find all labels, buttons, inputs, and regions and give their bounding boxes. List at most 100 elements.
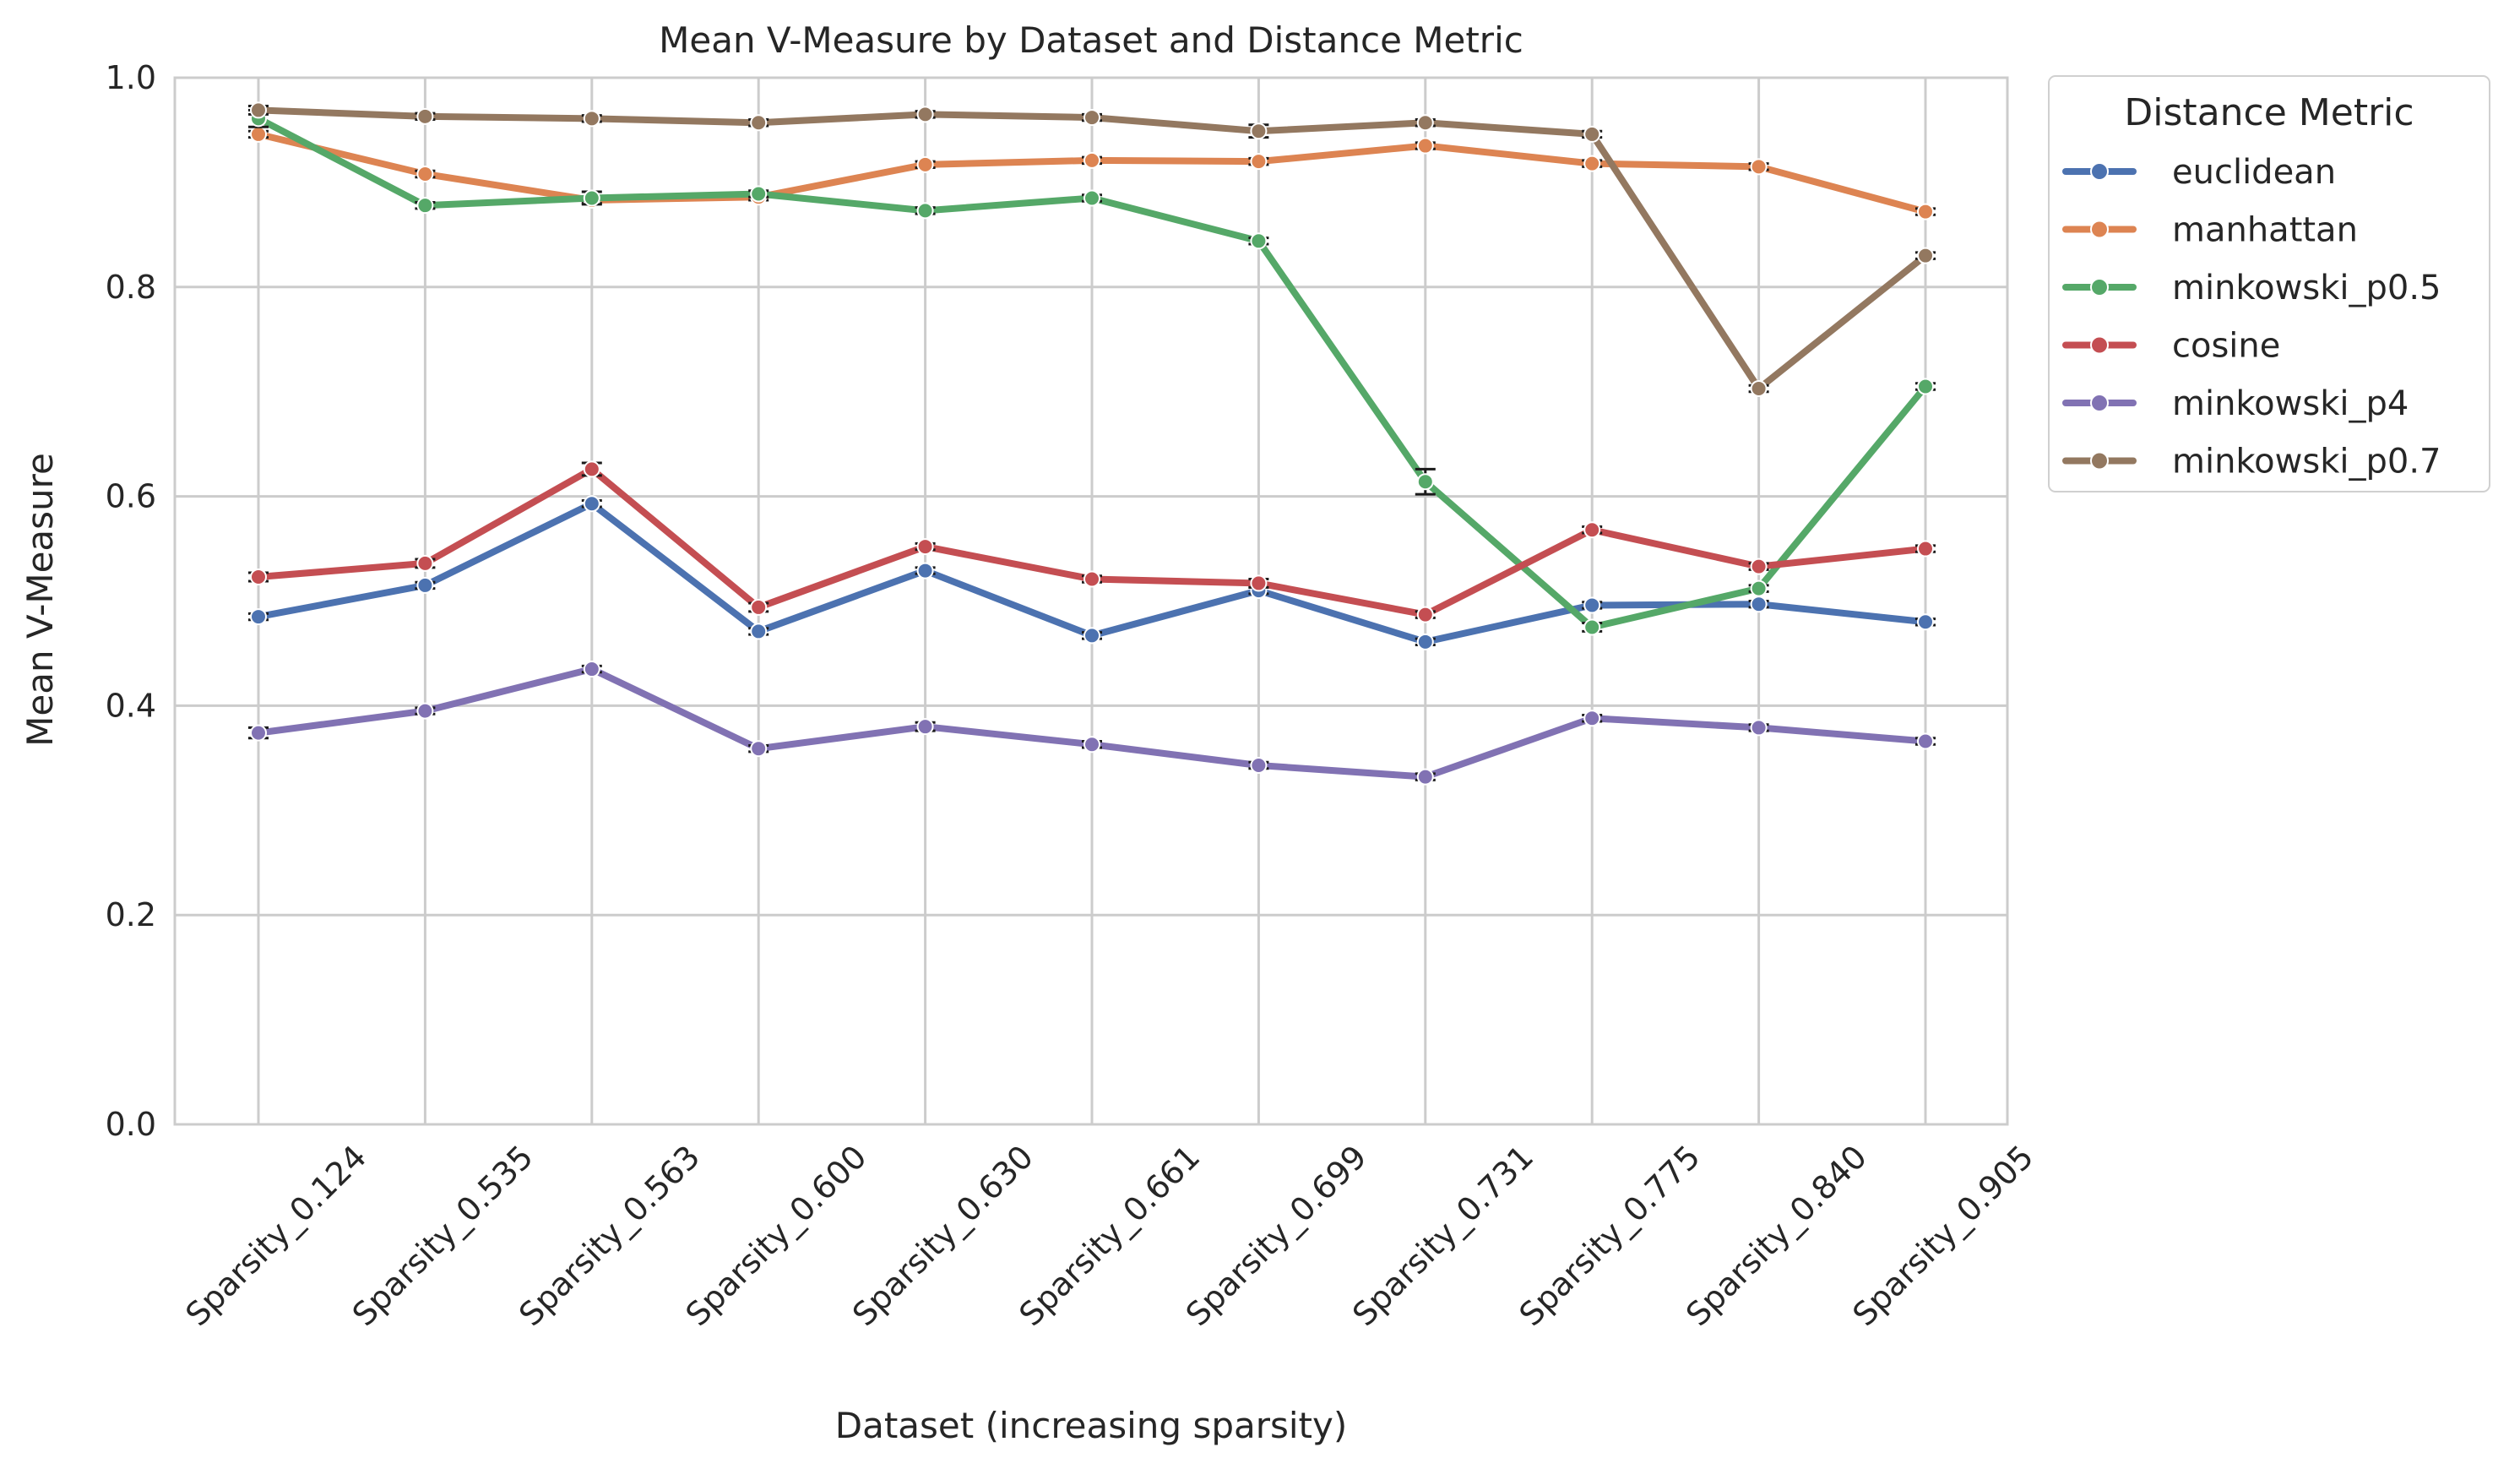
- y-tick-label: 0.4: [106, 687, 156, 724]
- data-point: [1083, 151, 1100, 169]
- legend-item: cosine: [2062, 327, 2280, 366]
- data-point: [1416, 606, 1434, 623]
- data-point: [1416, 633, 1434, 650]
- y-tick-label: 0.2: [106, 896, 156, 933]
- data-point: [416, 554, 434, 572]
- legend-label: minkowski_p4: [2172, 384, 2409, 423]
- data-point: [250, 101, 267, 119]
- y-axis-label: Mean V-Measure: [19, 453, 61, 747]
- data-point: [750, 185, 768, 203]
- data-point: [1083, 189, 1100, 207]
- data-point: [1750, 719, 1768, 737]
- plot-frame: [173, 76, 2009, 1126]
- y-tick-label: 0.0: [106, 1106, 156, 1143]
- data-point: [750, 114, 768, 132]
- data-point: [916, 202, 934, 220]
- legend-item: euclidean: [2062, 153, 2336, 192]
- data-point: [1083, 736, 1100, 754]
- x-axis-label: Dataset (increasing sparsity): [835, 1405, 1348, 1446]
- legend-marker: [2090, 220, 2109, 239]
- series-minkowski_p0.5: [248, 108, 1936, 636]
- data-point: [1917, 613, 1934, 631]
- chart-title: Mean V-Measure by Dataset and Distance M…: [659, 19, 1523, 61]
- data-point: [1250, 122, 1268, 140]
- legend: Distance Metric euclidean manhattan minkow…: [2048, 75, 2490, 492]
- data-point: [583, 661, 600, 678]
- data-point: [1250, 757, 1268, 775]
- legend-label: cosine: [2172, 327, 2280, 366]
- data-point: [416, 107, 434, 125]
- legend-marker: [2090, 451, 2109, 471]
- y-tick-label: 0.8: [106, 269, 156, 306]
- data-point: [1583, 155, 1601, 172]
- data-point: [1083, 627, 1100, 645]
- data-point: [1750, 158, 1768, 176]
- data-point: [1750, 379, 1768, 397]
- data-point: [250, 608, 267, 626]
- data-point: [1583, 710, 1601, 727]
- data-point: [916, 718, 934, 736]
- legend-item: minkowski_p4: [2062, 384, 2409, 423]
- data-point: [416, 702, 434, 720]
- data-point: [1750, 596, 1768, 613]
- legend-label: minkowski_p0.7: [2172, 443, 2441, 482]
- data-point: [416, 165, 434, 182]
- data-point: [750, 598, 768, 616]
- series-cosine: [248, 460, 1936, 623]
- data-point: [1917, 732, 1934, 750]
- data-point: [583, 110, 600, 128]
- data-point: [750, 740, 768, 758]
- data-point: [1917, 378, 1934, 395]
- y-tick-label: 1.0: [106, 59, 156, 96]
- data-point: [1416, 137, 1434, 155]
- y-tick-label: 0.6: [106, 478, 156, 515]
- data-point: [1917, 540, 1934, 558]
- data-point: [1583, 125, 1601, 143]
- data-point: [1750, 558, 1768, 575]
- series-manhattan: [248, 125, 1936, 220]
- legend-marker: [2090, 278, 2109, 297]
- data-point: [916, 155, 934, 173]
- series-layer: [248, 101, 1936, 786]
- data-point: [916, 106, 934, 123]
- legend-box: [2048, 75, 2490, 492]
- data-point: [416, 576, 434, 594]
- data-point: [583, 495, 600, 513]
- legend-label: euclidean: [2172, 153, 2336, 192]
- data-point: [583, 189, 600, 207]
- data-point: [416, 197, 434, 215]
- legend-label: manhattan: [2172, 211, 2358, 250]
- legend-item: minkowski_p0.7: [2062, 443, 2441, 482]
- legend-marker: [2090, 335, 2109, 355]
- data-point: [1583, 618, 1601, 636]
- data-point: [1416, 768, 1434, 786]
- data-point: [1583, 596, 1601, 614]
- legend-item: manhattan: [2062, 211, 2358, 250]
- legend-marker: [2090, 394, 2109, 412]
- legend-label: minkowski_p0.5: [2172, 269, 2441, 307]
- data-point: [1250, 232, 1268, 250]
- data-point: [1083, 109, 1100, 127]
- data-point: [250, 569, 267, 586]
- data-point: [1583, 521, 1601, 539]
- data-point: [1917, 247, 1934, 264]
- legend-item: minkowski_p0.5: [2062, 269, 2441, 307]
- data-point: [1083, 570, 1100, 588]
- data-point: [750, 623, 768, 640]
- data-point: [1917, 203, 1934, 220]
- data-point: [1416, 114, 1434, 132]
- data-point: [1250, 153, 1268, 171]
- legend-marker: [2090, 162, 2109, 181]
- data-point: [250, 724, 267, 742]
- data-point: [1250, 574, 1268, 592]
- data-point: [583, 460, 600, 478]
- data-point: [1416, 473, 1434, 491]
- y-tick-labels: 0.0 0.2 0.4 0.6 0.8 1.0: [106, 59, 156, 1143]
- legend-title: Distance Metric: [2124, 91, 2414, 134]
- series-minkowski_p4: [248, 661, 1936, 786]
- data-point: [916, 538, 934, 556]
- series-minkowski_p0.7: [248, 101, 1936, 397]
- data-point: [916, 562, 934, 579]
